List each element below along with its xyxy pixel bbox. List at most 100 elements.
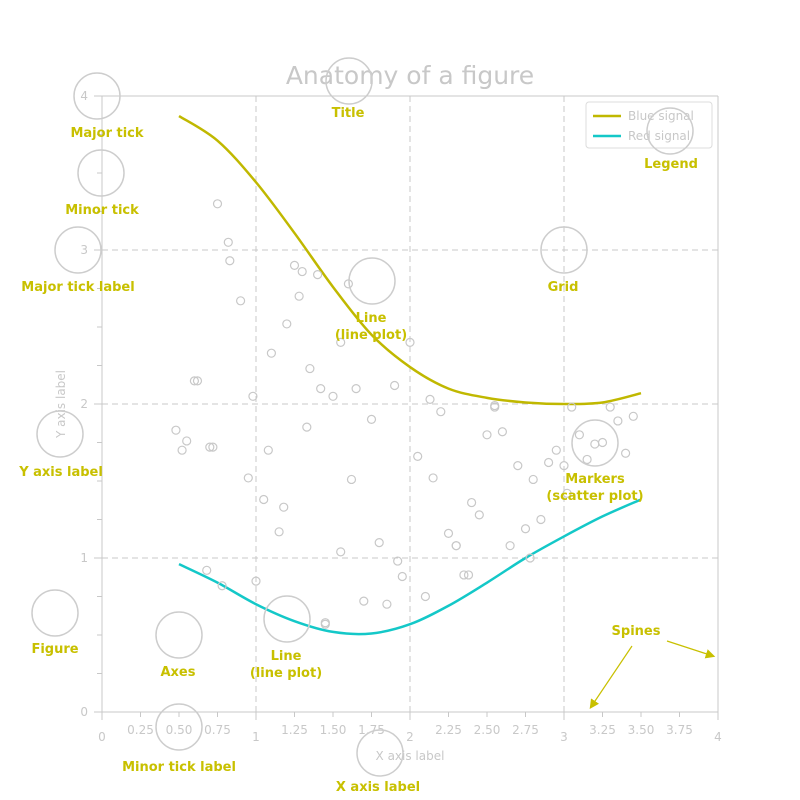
scatter-marker xyxy=(320,619,330,629)
scatter-marker xyxy=(525,553,535,563)
annotation-marker-x-axis-label xyxy=(356,729,404,777)
scatter-marker xyxy=(405,337,415,347)
annotation-label-major-tick-label: Major tick label xyxy=(21,280,134,295)
scatter-marker xyxy=(248,391,258,401)
major-tick-label-x: 3 xyxy=(560,730,568,744)
scatter-marker xyxy=(590,439,600,449)
annotation-marker-major-tick-label xyxy=(54,226,102,274)
scatter-marker xyxy=(536,514,546,525)
spines-arrow-right xyxy=(666,640,716,659)
scatter-marker xyxy=(202,565,212,575)
annotation-label-line-bottom: Line xyxy=(271,649,302,664)
scatter-marker xyxy=(302,422,312,432)
minor-tick-label-x: 0.50 xyxy=(166,723,193,737)
annotation-marker-y-axis-label xyxy=(36,410,84,458)
scatter-marker xyxy=(279,502,289,512)
scatter-marker xyxy=(482,430,492,440)
annotation-label-y-axis-label: Y axis label xyxy=(18,465,103,480)
scatter-marker xyxy=(259,494,269,505)
annotation-marker-minor-tick-label xyxy=(155,703,203,751)
scatter-marker xyxy=(171,425,181,435)
scatter-marker xyxy=(359,596,369,606)
annotation-label-minor-tick: Minor tick xyxy=(65,203,139,218)
x-axis-label: X axis label xyxy=(376,749,445,763)
scatter-marker xyxy=(217,581,227,591)
major-tick-label-x: 1 xyxy=(252,730,260,744)
minor-tick-label-x: 1.25 xyxy=(281,723,308,737)
grid xyxy=(102,96,718,712)
scatter-marker xyxy=(505,541,515,551)
legend-entry-label: Blue signal xyxy=(628,109,694,123)
spines-arrow-bottom xyxy=(589,645,633,709)
scatter-marker xyxy=(567,402,577,412)
scatter-marker xyxy=(225,256,235,266)
scatter-marker xyxy=(393,556,403,566)
scatter-marker xyxy=(212,199,223,209)
annotation-marker-legend xyxy=(646,107,694,155)
annotation-label-axes: Axes xyxy=(160,665,195,680)
scatter-marker xyxy=(282,319,292,329)
annotation-label-line-bottom: (line plot) xyxy=(250,666,322,681)
major-tick-label-y: 1 xyxy=(80,551,88,565)
annotation-marker-line-top xyxy=(348,257,396,305)
scatter-marker xyxy=(528,474,538,485)
annotation-label-line-top: Line xyxy=(356,311,387,326)
annotation-label-minor-tick-label: Minor tick label xyxy=(122,760,236,775)
scatter-marker xyxy=(274,527,284,537)
annotation-marker-grid xyxy=(540,226,588,274)
minor-tick-label-x: 3.50 xyxy=(628,723,655,737)
annotation-label-figure: Figure xyxy=(31,642,78,657)
major-tick-label-x: 0 xyxy=(98,730,106,744)
annotation-label-markers: (scatter plot) xyxy=(546,489,643,504)
scatter-marker xyxy=(223,237,233,247)
scatter-marker xyxy=(467,497,477,508)
blue-signal-line xyxy=(178,114,642,406)
major-tick-label-y: 0 xyxy=(80,705,88,719)
scatter-marker xyxy=(351,384,361,394)
scatter-marker xyxy=(189,376,199,386)
scatter-marker xyxy=(313,270,323,280)
scatter-marker xyxy=(620,448,631,458)
scatter-marker xyxy=(236,296,246,306)
scatter-marker xyxy=(613,416,623,426)
scatter-marker xyxy=(513,461,523,471)
annotation-label-spines: Spines xyxy=(612,624,661,639)
scatter-marker xyxy=(366,414,377,424)
scatter-marker xyxy=(520,524,531,534)
scatter-marker xyxy=(205,442,215,452)
red-signal-line xyxy=(178,498,642,636)
ticks: 0 1 2 3 4 0.25 0.50 0.75 1.25 1.50 1.75 2.25 2.50 2.7… xyxy=(80,89,721,744)
scatter-marker xyxy=(397,571,407,582)
scatter-marker xyxy=(597,437,608,448)
annotation-label-title: Title xyxy=(332,106,365,121)
scatter-marker xyxy=(459,570,469,580)
major-tick-label-y: 4 xyxy=(80,89,88,103)
minor-tick-label-x: 0.75 xyxy=(204,723,231,737)
scatter-marker xyxy=(582,454,592,465)
major-tick-label-y: 2 xyxy=(80,397,88,411)
minor-tick-label-x: 0.25 xyxy=(127,723,154,737)
annotation-marker-line-bottom xyxy=(263,595,311,643)
minor-tick-label-x: 2.50 xyxy=(474,723,501,737)
annotation-label-line-top: (line plot) xyxy=(335,328,407,343)
scatter-marker xyxy=(243,473,253,483)
scatter-marker xyxy=(336,547,346,557)
scatter-marker xyxy=(451,541,461,551)
y-axis-label: Y axis label xyxy=(54,370,68,439)
scatter-marker xyxy=(562,488,572,498)
scatter-marker xyxy=(443,528,454,538)
annotation-marker-minor-tick xyxy=(77,149,125,197)
scatter-marker xyxy=(297,266,307,277)
annotation-label-major-tick: Major tick xyxy=(70,126,143,141)
annotation-marker-major-tick xyxy=(73,72,121,120)
annotation-marker-axes xyxy=(155,611,203,659)
annotation-label-grid: Grid xyxy=(548,280,579,295)
scatter-marker xyxy=(428,473,438,483)
scatter-marker xyxy=(294,291,304,301)
annotation-marker-figure xyxy=(31,589,79,637)
scatter-marker xyxy=(559,461,569,471)
annotation-label-x-axis-label: X axis label xyxy=(336,780,420,795)
scatter-marker xyxy=(192,376,203,386)
scatter-marker xyxy=(266,348,276,358)
